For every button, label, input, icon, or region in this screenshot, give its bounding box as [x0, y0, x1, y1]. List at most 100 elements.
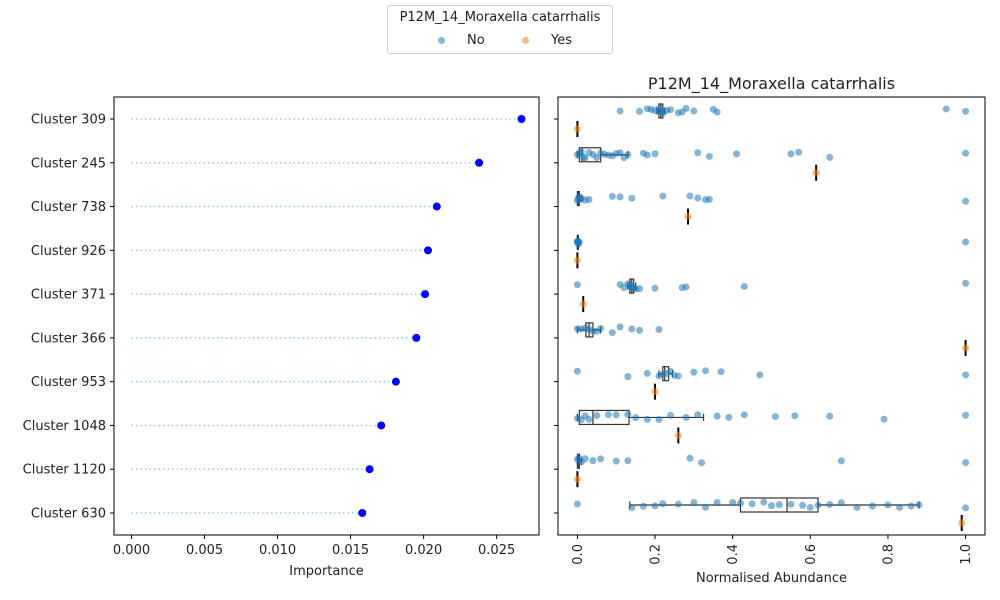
- importance-point: [517, 115, 526, 123]
- point-no: [577, 148, 585, 156]
- point-no: [962, 504, 970, 512]
- x-axis-title: Normalised Abundance: [696, 571, 847, 586]
- point-yes: [579, 300, 587, 308]
- legend-label-no: No: [467, 33, 485, 48]
- point-no: [628, 325, 636, 333]
- y-tick-label: Cluster 371: [31, 288, 106, 303]
- importance-panel: Cluster 309 Cluster 245 Cluster 738 Cluster…: [23, 96, 540, 579]
- point-no: [702, 367, 710, 375]
- point-no: [624, 150, 632, 158]
- point-no: [694, 194, 702, 202]
- point-no: [775, 501, 783, 509]
- point-no: [573, 281, 581, 289]
- point-no: [942, 105, 950, 113]
- point-no: [612, 457, 620, 465]
- point-no: [659, 192, 667, 200]
- abundance-panel-title: P12M_14_Moraxella catarrhalis: [648, 74, 895, 94]
- point-no: [604, 411, 612, 419]
- importance-point: [365, 465, 374, 474]
- point-no: [616, 323, 624, 331]
- point-yes: [573, 125, 581, 133]
- importance-point: [412, 333, 421, 342]
- point-no: [826, 412, 834, 420]
- y-tick-label: Cluster 738: [31, 200, 106, 215]
- point-no: [907, 502, 915, 510]
- point-no: [636, 107, 644, 115]
- point-no: [713, 412, 721, 420]
- point-no: [575, 238, 583, 246]
- point-no: [768, 502, 775, 510]
- point-no: [962, 107, 970, 115]
- y-tick-label: Cluster 245: [31, 156, 106, 171]
- point-no: [962, 238, 970, 246]
- point-no: [608, 192, 616, 200]
- point-no: [713, 498, 721, 506]
- legend: P12M_14_Moraxella catarrhalis No Yes: [387, 5, 613, 54]
- point-no: [771, 413, 779, 421]
- y-tick-label: Cluster 366: [31, 331, 106, 346]
- point-no: [791, 412, 799, 420]
- y-tick-label: Cluster 926: [31, 244, 106, 259]
- point-no: [962, 149, 970, 157]
- x-tick-label: 0.000: [113, 543, 150, 558]
- point-yes: [573, 475, 581, 483]
- point-no: [616, 193, 624, 201]
- point-no: [581, 154, 589, 162]
- importance-point: [377, 421, 386, 430]
- point-no: [632, 414, 640, 422]
- point-no: [826, 501, 834, 509]
- legend-marker-no: [438, 37, 445, 44]
- point-no: [962, 279, 970, 287]
- point-no: [682, 413, 690, 421]
- point-no: [962, 459, 970, 467]
- point-no: [643, 415, 651, 423]
- x-tick-label: 0.020: [405, 543, 442, 558]
- x-tick-label: 0.005: [186, 543, 223, 558]
- x-tick-label: 0.015: [332, 543, 369, 558]
- point-no: [651, 502, 659, 510]
- importance-point: [358, 509, 367, 517]
- point-no: [655, 416, 663, 424]
- point-yes: [962, 344, 970, 352]
- point-yes: [651, 388, 659, 396]
- point-yes: [958, 519, 966, 527]
- importance-point: [424, 246, 433, 255]
- point-no: [624, 373, 632, 381]
- point-no: [674, 500, 682, 508]
- point-no: [787, 500, 795, 508]
- point-no: [624, 411, 632, 419]
- point-no: [573, 500, 581, 508]
- point-no: [597, 324, 605, 332]
- point-no: [736, 499, 744, 507]
- point-no: [667, 106, 675, 114]
- point-no: [628, 194, 636, 202]
- point-no: [573, 367, 581, 375]
- point-no: [748, 500, 756, 508]
- point-no: [585, 415, 593, 423]
- point-no: [787, 150, 795, 158]
- x-tick-label: 0.0: [571, 544, 586, 565]
- point-no: [612, 411, 620, 419]
- point-no: [616, 107, 624, 115]
- point-no: [690, 107, 698, 115]
- x-axis-title: Importance: [289, 564, 364, 579]
- point-no: [740, 411, 748, 419]
- point-no: [725, 413, 733, 421]
- point-no: [962, 197, 970, 205]
- point-no: [806, 503, 814, 511]
- point-no: [799, 501, 807, 509]
- x-tick-label: 0.6: [804, 544, 819, 565]
- y-tick-label: Cluster 953: [31, 375, 106, 390]
- point-no: [962, 411, 970, 419]
- y-tick-label: Cluster 1048: [23, 419, 106, 434]
- point-yes: [573, 256, 581, 264]
- point-no: [686, 454, 694, 462]
- y-tick-label: Cluster 309: [31, 113, 106, 128]
- x-tick-label: 0.4: [726, 544, 741, 565]
- point-no: [624, 457, 632, 465]
- legend-item-no: No: [438, 33, 485, 48]
- legend-marker-yes: [522, 37, 529, 44]
- importance-point: [421, 290, 430, 299]
- point-no: [655, 326, 663, 334]
